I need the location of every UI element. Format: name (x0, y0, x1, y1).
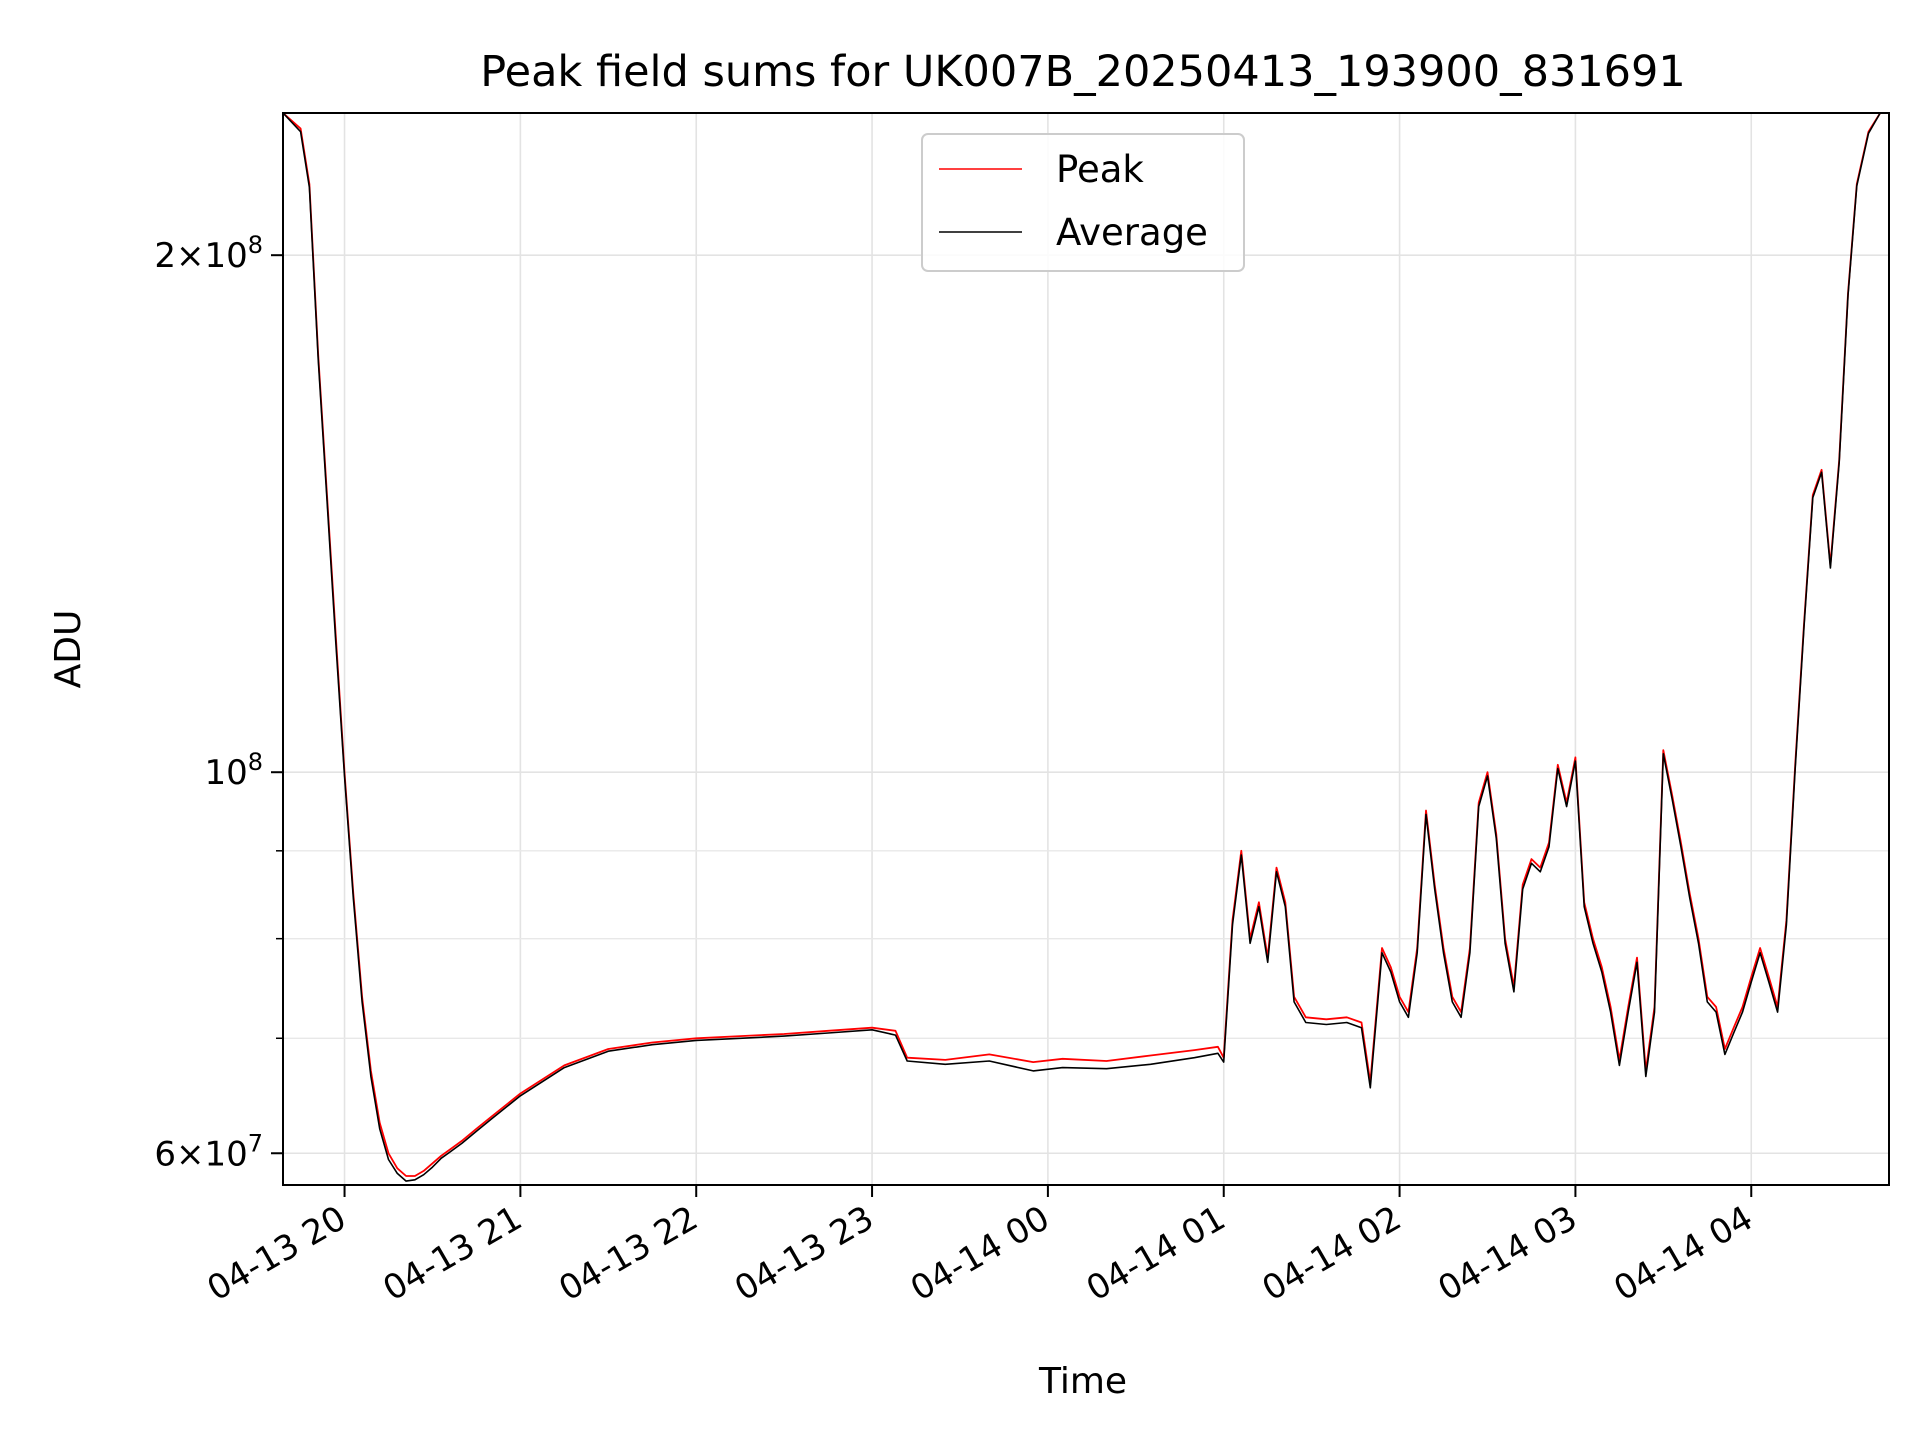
y-tick-label: 6×107 (154, 1129, 263, 1174)
chart-title: Peak field sums for UK007B_20250413_1939… (480, 47, 1686, 97)
legend-label-average: Average (1056, 211, 1208, 254)
series-line-average (283, 113, 1889, 1182)
series-line-peak (283, 113, 1889, 1177)
legend-label-peak: Peak (1056, 148, 1144, 191)
legend: Peak Average (921, 133, 1245, 272)
y-axis-label: ADU (48, 610, 89, 689)
x-axis-label: Time (1038, 1361, 1127, 1402)
grid-layer (283, 113, 1889, 1185)
series-layer (283, 113, 1889, 1182)
y-tick-label: 2×108 (154, 231, 263, 276)
y-tick-label: 108 (204, 748, 263, 793)
plot-area-frame (282, 112, 1890, 1186)
